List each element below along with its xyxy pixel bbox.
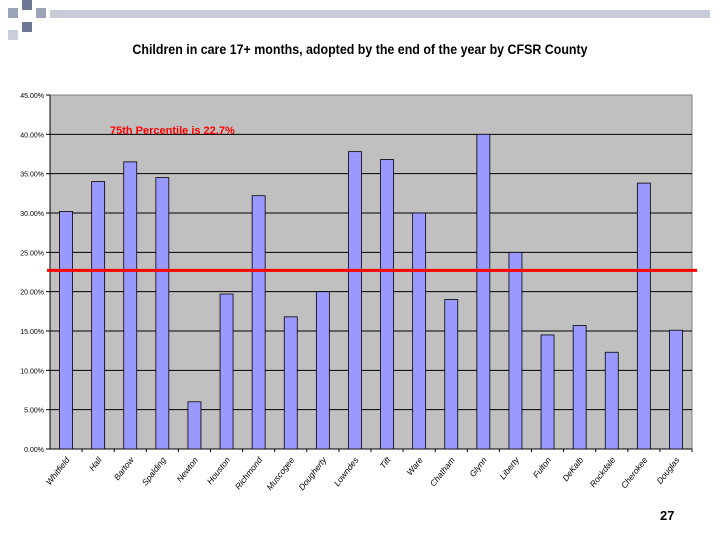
bar [219,293,234,450]
y-tick-label: 0.00% [24,447,44,454]
bar [604,351,619,450]
y-tick-label: 35.00% [20,172,44,179]
bar [412,212,427,450]
x-tick-label: Spalding [140,455,168,487]
bar [669,329,683,450]
plot-area [49,94,693,450]
bar [123,161,138,450]
bar [91,181,106,450]
bar [59,211,73,450]
x-tick-label: Cherokee [619,455,650,490]
corner-decoration [8,0,710,40]
y-tick-label: 15.00% [20,329,44,336]
bar [315,291,330,450]
percentile-annotation: 75th Percentile is 22.7% [110,125,235,137]
x-tick-label: Newton [174,455,200,484]
x-tick-label: Tift [378,455,393,471]
x-tick-label: Dougherty [296,454,328,492]
bar [508,251,523,450]
bar [444,299,459,450]
y-tick-label: 30.00% [20,211,44,218]
x-tick-label: Hall [87,454,105,473]
x-tick-label: DeKalb [560,455,585,483]
x-tick-label: Lowndes [332,454,361,488]
bar [187,401,202,450]
y-tick-label: 45.00% [20,93,44,100]
deco-square [36,8,46,18]
y-tick-label: 40.00% [20,132,44,139]
page-number: 27 [660,508,675,523]
x-tick-label: Douglas [654,454,682,485]
bar [283,316,298,450]
x-tick-label: Whitfield [44,455,72,487]
x-tick-label: Muscogee [264,455,296,492]
bar [380,159,394,450]
y-tick-label: 25.00% [20,250,44,257]
deco-stripe [50,10,710,18]
deco-square [8,8,18,18]
x-tick-label: Glynn [467,455,489,479]
y-tick-label: 10.00% [20,368,44,375]
bar [155,177,170,450]
x-tick-label: Rockdale [588,455,618,489]
y-tick-label: 20.00% [20,290,44,297]
x-tick-label: Ware [404,455,424,477]
x-tick-label: Chatham [428,455,457,488]
y-tick-label: 5.00% [24,408,44,415]
bar [348,151,362,450]
bar [476,133,491,450]
bar [540,334,555,450]
x-tick-label: Houston [205,455,233,486]
chart-title: Children in care 17+ months, adopted by … [132,42,588,57]
x-tick-label: Liberty [497,454,521,481]
bar [636,182,651,450]
x-tick-label: Fulton [531,455,554,480]
bar [572,325,587,450]
x-tick-label: Bartow [112,454,137,482]
deco-square [22,22,32,32]
bar [251,195,266,450]
deco-square [22,0,32,10]
deco-square [8,30,18,40]
x-tick-label: Richmond [233,455,265,492]
